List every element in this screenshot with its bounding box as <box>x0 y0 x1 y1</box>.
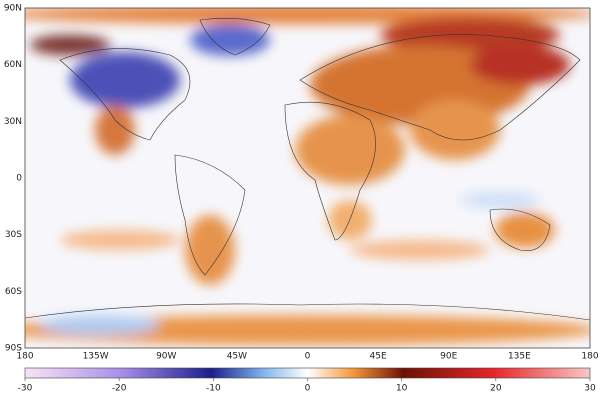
latitude-label: 30N <box>4 117 22 127</box>
longitude-label: 135E <box>508 352 531 362</box>
coastlines <box>25 18 590 321</box>
map-field <box>25 8 590 348</box>
colorbar-tick-label: 20 <box>490 384 502 394</box>
longitude-label: 90W <box>156 352 176 362</box>
longitude-label: 180 <box>16 352 33 362</box>
latitude-label: 30S <box>5 230 22 240</box>
longitude-label: 180 <box>581 352 598 362</box>
colorbar-tick-label: -10 <box>206 384 221 394</box>
latitude-label: 90S <box>5 344 22 354</box>
colorbar <box>24 367 591 379</box>
colorbar-tick-label: 0 <box>305 384 311 394</box>
longitude-label: 45E <box>370 352 387 362</box>
colorbar-tick-label: -30 <box>18 384 33 394</box>
longitude-label: 0 <box>305 352 311 362</box>
longitude-label: 90E <box>440 352 457 362</box>
colorbar-tick-label: 30 <box>584 384 596 394</box>
longitude-label: 45W <box>227 352 247 362</box>
longitude-label: 135W <box>83 352 109 362</box>
colorbar-tick-label: -20 <box>112 384 127 394</box>
latitude-label: 60S <box>5 287 22 297</box>
latitude-label: 60N <box>4 60 22 70</box>
colorbar-tick-label: 10 <box>396 384 408 394</box>
map-frame <box>24 7 591 349</box>
latitude-label: 90N <box>4 4 22 14</box>
latitude-label: 0 <box>16 174 22 184</box>
